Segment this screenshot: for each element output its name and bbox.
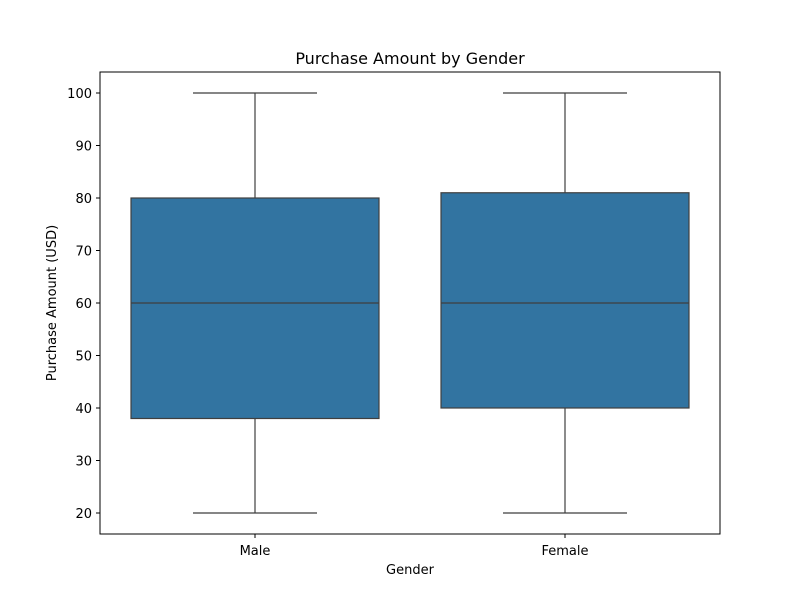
y-tick-label: 60 (75, 297, 92, 312)
x-tick-label: Female (541, 544, 588, 559)
iqr-box (440, 192, 690, 409)
chart-title: Purchase Amount by Gender (295, 49, 525, 68)
y-tick-label: 40 (75, 402, 92, 417)
y-tick-label: 70 (75, 245, 92, 260)
y-axis: 20 30 40 50 60 70 80 90 100 (67, 87, 100, 522)
x-tick-label: Male (240, 544, 271, 559)
box-male (130, 92, 380, 514)
y-tick-label: 30 (75, 455, 92, 470)
y-tick-label: 100 (67, 87, 92, 102)
box-female (440, 92, 690, 514)
x-axis-label: Gender (386, 563, 435, 578)
y-tick-label: 20 (75, 507, 92, 522)
y-axis-label: Purchase Amount (USD) (45, 225, 60, 381)
iqr-box (130, 197, 380, 420)
x-axis: Male Female (240, 534, 589, 559)
y-tick-label: 90 (75, 140, 92, 155)
y-tick-label: 80 (75, 192, 92, 207)
y-tick-label: 50 (75, 350, 92, 365)
boxes-layer (130, 92, 690, 514)
